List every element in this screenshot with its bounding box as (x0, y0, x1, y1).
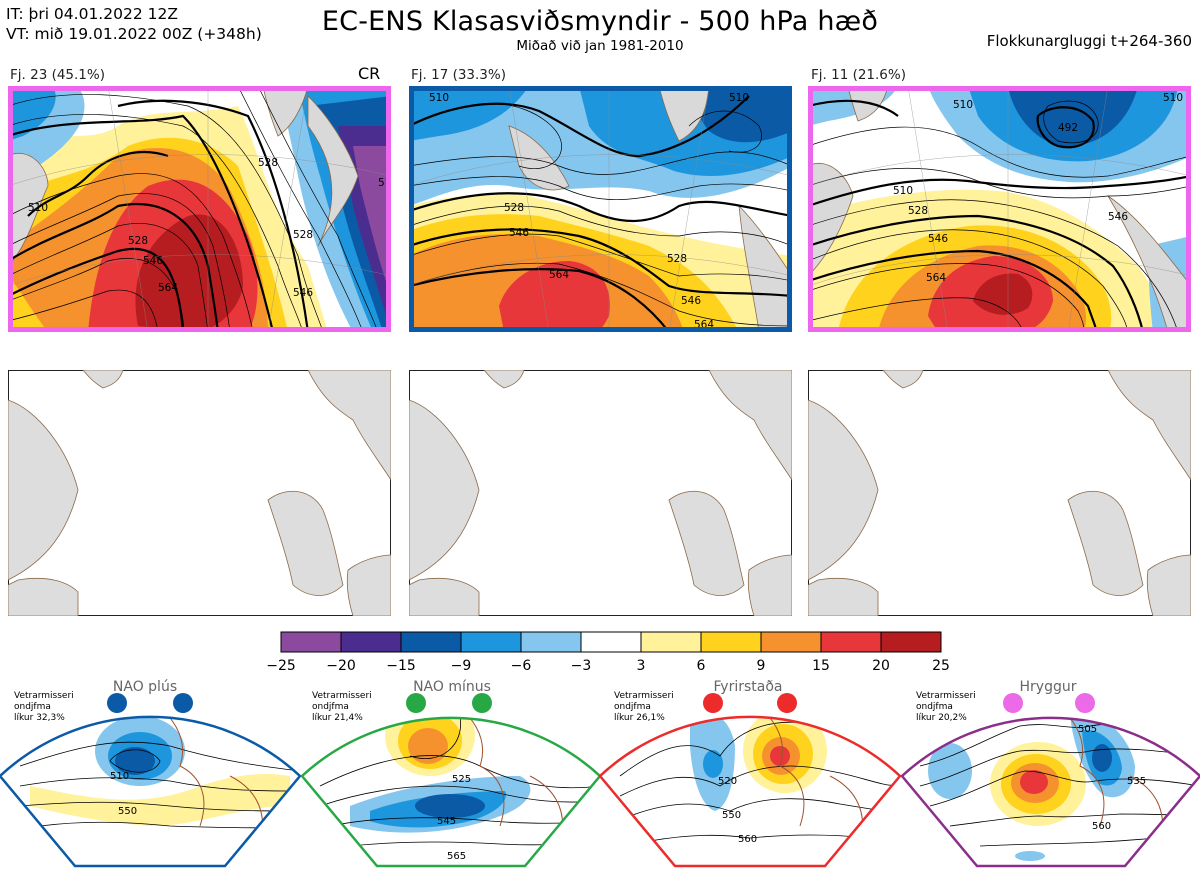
contour-label: 550 (118, 806, 137, 817)
page-title: EC-ENS Klasasviðsmyndir - 500 hPa hæð (321, 6, 879, 37)
cluster-2-map[interactable]: 510 528 546 564 528 546 564 510 (409, 86, 792, 332)
regime-nao-plus: NAO plús Vetrarmisseri ondjfma líkur 32,… (0, 679, 302, 868)
cluster-1-label: Fj. 23 (45.1%) (10, 67, 105, 83)
header-info: IT: þri 04.01.2022 12Z VT: mið 19.01.202… (6, 4, 262, 44)
contour-label: 564 (926, 272, 946, 284)
legend-tick: 20 (872, 658, 890, 674)
colorbar-segment (280, 631, 342, 653)
colorbar-segment (340, 631, 402, 653)
colorbar-segment (760, 631, 822, 653)
regime-probability: líkur 21,4% (312, 713, 363, 723)
regime-blocking: Fyrirstaða Vetrarmisseri ondjfma líkur 2… (598, 679, 902, 868)
legend-tick: 9 (757, 658, 766, 674)
contour-label: 545 (437, 816, 456, 827)
regime-description: Vetrarmisseri (312, 691, 372, 701)
contour-label: 528 (293, 229, 313, 241)
empty-map-2[interactable] (409, 370, 792, 616)
classification-window: Flokkunargluggi t+264-360 (986, 32, 1192, 50)
colorbar-segment (700, 631, 762, 653)
contour-label: 564 (549, 269, 569, 281)
contour-label: 560 (1092, 821, 1111, 832)
legend-tick: −6 (511, 658, 532, 674)
contour-label: 510 (429, 92, 449, 104)
regime-title: NAO plús (113, 679, 177, 695)
regime-title: NAO mínus (413, 679, 491, 695)
cluster-2-frame (409, 86, 792, 332)
contour-label: 510 (893, 185, 913, 197)
contour-label: 520 (718, 776, 737, 787)
contour-label: 564 (158, 282, 178, 294)
contour-label: 546 (293, 287, 313, 299)
regime-title: Hryggur (1020, 679, 1077, 695)
regime-probability: líkur 26,1% (614, 713, 665, 723)
colorbar-segment (880, 631, 942, 653)
cluster-1-frame (8, 86, 391, 332)
contour-label: 546 (928, 233, 948, 245)
valid-time: VT: mið 19.01.2022 00Z (+348h) (6, 25, 262, 43)
legend-tick: −15 (386, 658, 416, 674)
contour-label: 505 (1078, 724, 1097, 735)
colorbar-segment (400, 631, 462, 653)
legend-tick: −20 (326, 658, 356, 674)
colorbar-segment (820, 631, 882, 653)
legend-tick: 15 (812, 658, 830, 674)
regime-title: Fyrirstaða (714, 679, 783, 695)
regime-probability: líkur 32,3% (14, 713, 65, 723)
legend-tick: −25 (266, 658, 296, 674)
regime-description: ondjfma (14, 702, 51, 712)
regime-description: Vetrarmisseri (916, 691, 976, 701)
contour-label: 528 (504, 202, 524, 214)
cluster-3-map[interactable]: 510 492 510 528 546 564 510 546 (808, 86, 1191, 332)
regime-probability: líkur 20,2% (916, 713, 967, 723)
contour-label: 510 (1163, 92, 1183, 104)
colorbar-segment (640, 631, 702, 653)
regime-description: ondjfma (614, 702, 651, 712)
contour-label: 510 (953, 99, 973, 111)
regime-ridge: Hryggur Vetrarmisseri ondjfma líkur 20,2… (900, 679, 1200, 868)
legend-tick: −3 (571, 658, 592, 674)
contour-label: 492 (1058, 122, 1078, 134)
contour-label: 528 (258, 157, 278, 169)
legend-tick: 3 (637, 658, 646, 674)
contour-label: 546 (1108, 211, 1128, 223)
contour-label: 528 (667, 253, 687, 265)
empty-map-3[interactable] (808, 370, 1191, 616)
colorbar-segment (520, 631, 582, 653)
contour-label: 546 (143, 255, 163, 267)
regime-description: Vetrarmisseri (614, 691, 674, 701)
page-subtitle: Miðað við jan 1981-2010 (516, 38, 684, 54)
regime-description: ondjfma (312, 702, 349, 712)
contour-label: 560 (738, 834, 757, 845)
contour-label: 546 (509, 227, 529, 239)
contour-label: 550 (722, 810, 741, 821)
regime-reference-row: NAO plús Vetrarmisseri ondjfma líkur 32,… (0, 679, 1200, 868)
contour-label: 528 (908, 205, 928, 217)
contour-label: 510 (110, 771, 129, 782)
colorbar-segment (580, 631, 642, 653)
contour-label: 535 (1127, 776, 1146, 787)
contour-label: 565 (447, 851, 466, 862)
contour-label: 546 (681, 295, 701, 307)
cluster-3-frame (808, 86, 1191, 332)
regime-description: ondjfma (916, 702, 953, 712)
contour-label: 510 (729, 92, 749, 104)
legend-tick: 6 (697, 658, 706, 674)
regime-description: Vetrarmisseri (14, 691, 74, 701)
colorbar-segment (460, 631, 522, 653)
cluster-3-label: Fj. 11 (21.6%) (811, 67, 906, 83)
legend-tick: 25 (932, 658, 950, 674)
contour-label: 510 (28, 202, 48, 214)
cluster-2-label: Fj. 17 (33.3%) (411, 67, 506, 83)
anomaly-colorbar: −25 −20 −15 −9 −6 −3 3 6 9 15 20 25 (266, 631, 950, 674)
contour-label: 528 (128, 235, 148, 247)
cluster-1-tag: CR (358, 64, 381, 83)
empty-map-1[interactable] (8, 370, 391, 616)
initial-time: IT: þri 04.01.2022 12Z (6, 5, 178, 23)
cluster-1-map[interactable]: 510 528 546 564 528 546 528 510 (8, 86, 391, 332)
regime-nao-minus: NAO mínus Vetrarmisseri ondjfma líkur 21… (300, 679, 602, 868)
legend-tick: −9 (451, 658, 472, 674)
contour-label: 525 (452, 774, 471, 785)
